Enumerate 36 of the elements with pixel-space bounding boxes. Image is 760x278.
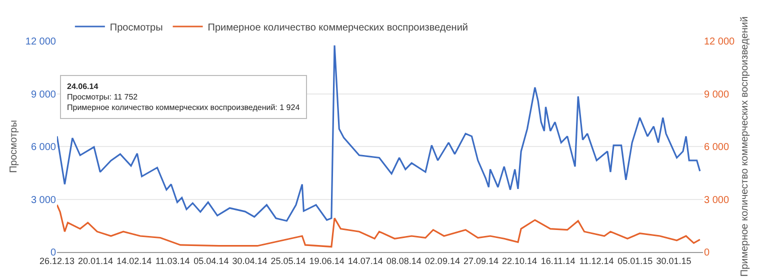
line-series (57, 204, 701, 248)
y-tick-label: 3 000 (30, 194, 56, 206)
x-tick-label: 30.01.15 (656, 256, 692, 266)
y-axis-title: Просмотры (8, 120, 20, 173)
y2-tick-label: 9 000 (704, 89, 730, 100)
y-tick-label: 12 000 (25, 36, 56, 48)
x-tick-label: 14.07.14 (348, 256, 383, 266)
x-tick-label: 16.11.14 (540, 256, 576, 266)
x-tick-label: 27.09.14 (463, 256, 499, 266)
x-tick-label: 11.03.14 (155, 256, 190, 266)
x-tick-label: 25.05.14 (270, 256, 306, 266)
y-tick-label: 9 000 (30, 89, 56, 100)
x-tick-label: 05.04.14 (194, 256, 229, 266)
x-tick-label: 26.12.13 (39, 256, 75, 266)
y2-tick-label: 6 000 (704, 142, 730, 153)
x-tick-label: 19.06.14 (309, 256, 344, 266)
annotation: Примерное количество коммерческих воспроизведений: 1 924 (67, 102, 300, 112)
x-tick-label: 20.01.14 (78, 256, 114, 266)
y2-axis-title: Примерное количество коммерческих воспроизведений (740, 16, 751, 277)
y-tick-label: 0 (50, 248, 56, 258)
x-tick-label: 08.08.14 (386, 256, 422, 266)
x-tick-label: 14.02.14 (116, 256, 152, 266)
x-tick-label: 05.01.15 (618, 256, 653, 266)
y2-tick-label: 12 000 (704, 36, 736, 48)
y-tick-label: 6 000 (30, 142, 56, 153)
x-tick-label: 11.12.14 (579, 256, 614, 266)
y2-tick-label: 0 (704, 248, 710, 258)
x-tick-label: 30.04.14 (232, 256, 268, 266)
legend-label: Просмотры (110, 22, 163, 34)
annotation: Просмотры: 11 752 (67, 92, 138, 102)
legend-label: Примерное количество коммерческих воспроизведений (208, 22, 468, 34)
line-series (57, 44, 701, 222)
annotation: 24.06.14 (67, 82, 99, 91)
y2-tick-label: 3 000 (704, 194, 730, 206)
x-tick-label: 02.09.14 (424, 256, 460, 266)
x-tick-label: 22.10.14 (502, 256, 538, 266)
